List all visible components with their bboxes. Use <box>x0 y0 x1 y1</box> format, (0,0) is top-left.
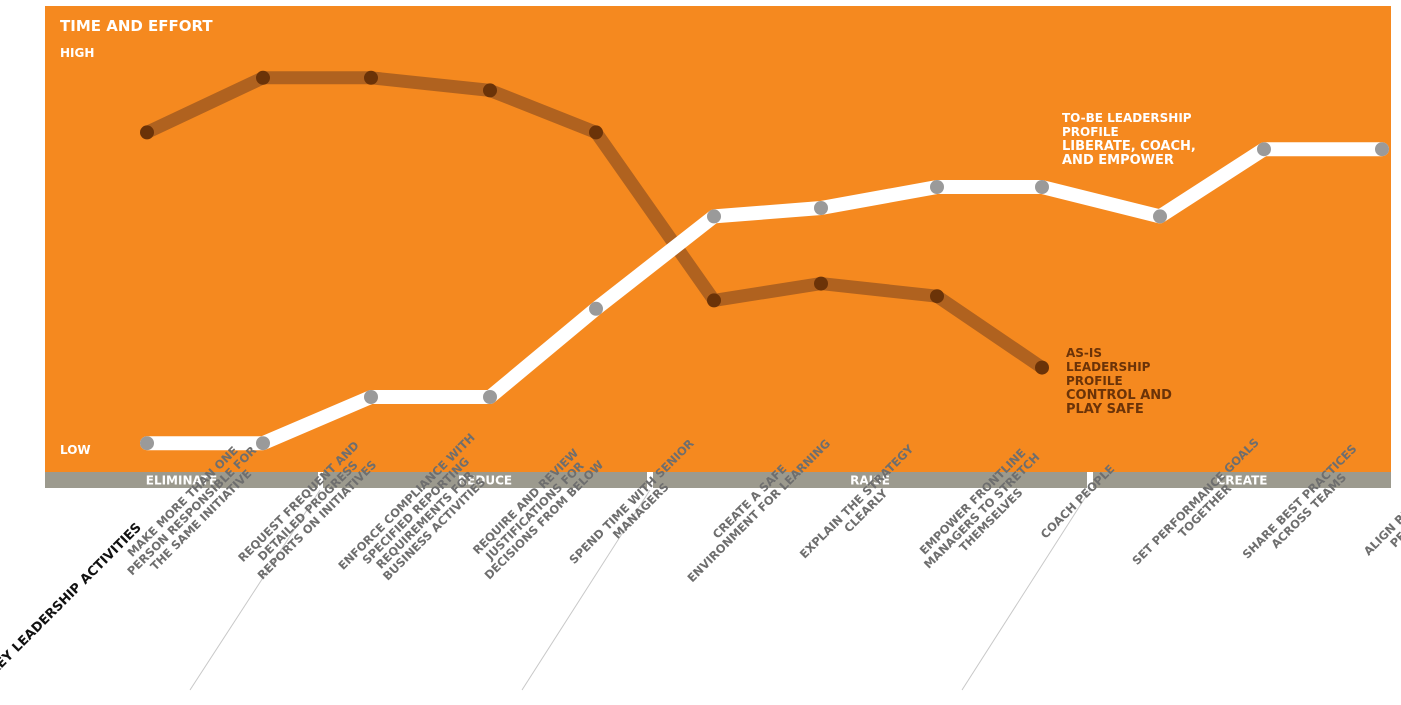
tobe-point <box>589 301 603 316</box>
group-divider <box>189 489 321 691</box>
tobe-point <box>364 390 378 404</box>
asis-name-line: AS-IS <box>1066 346 1102 360</box>
chart-title: TIME AND EFFORT <box>60 17 213 35</box>
asis-point <box>256 70 270 85</box>
y-high-label: HIGH <box>60 46 94 60</box>
group-label: CREATE <box>1217 474 1268 488</box>
tobe-point <box>1375 142 1389 157</box>
asis-point <box>364 70 378 85</box>
group-divider <box>961 489 1091 691</box>
asis-subtitle-line: CONTROL AND <box>1066 388 1172 403</box>
category-group-band: ELIMINATE REDUCE RAISE CREATE <box>45 472 1391 691</box>
tobe-point <box>140 436 154 451</box>
tobe-point <box>1153 209 1167 224</box>
tobe-name-line: TO-BE LEADERSHIP <box>1062 111 1192 125</box>
group-label: RAISE <box>850 474 890 488</box>
group-band-segment <box>45 472 318 488</box>
group-band-segment <box>653 472 1087 488</box>
chart-background <box>45 6 1391 472</box>
tobe-series-line <box>140 142 1389 451</box>
tobe-subtitle-line: AND EMPOWER <box>1062 153 1174 168</box>
asis-name-line: LEADERSHIP <box>1066 360 1151 374</box>
asis-point <box>707 293 721 308</box>
tobe-point <box>814 201 828 215</box>
tobe-point <box>1257 142 1271 157</box>
tobe-point <box>707 209 721 224</box>
group-band-segment <box>323 472 647 488</box>
tobe-point <box>483 390 497 404</box>
asis-point <box>589 125 603 140</box>
asis-name-line: PROFILE <box>1066 374 1123 388</box>
asis-point <box>814 276 828 291</box>
group-label: REDUCE <box>458 474 512 488</box>
asis-point <box>1035 360 1049 375</box>
asis-point <box>483 83 497 98</box>
asis-point <box>140 125 154 140</box>
group-divider <box>521 489 651 691</box>
tobe-point <box>256 436 270 451</box>
asis-point <box>930 289 944 304</box>
tobe-subtitle-line: LIBERATE, COACH, <box>1062 139 1196 154</box>
tobe-point <box>930 180 944 194</box>
tobe-point <box>1035 180 1049 194</box>
tobe-name-line: PROFILE <box>1062 125 1119 139</box>
x-axis-title: KEY LEADERSHIP ACTIVITIES <box>0 520 145 678</box>
y-low-label: LOW <box>60 443 91 457</box>
group-band-segment <box>1093 472 1391 488</box>
asis-subtitle-line: PLAY SAFE <box>1066 402 1144 417</box>
series-points <box>140 70 1389 451</box>
group-label: ELIMINATE <box>146 474 218 488</box>
